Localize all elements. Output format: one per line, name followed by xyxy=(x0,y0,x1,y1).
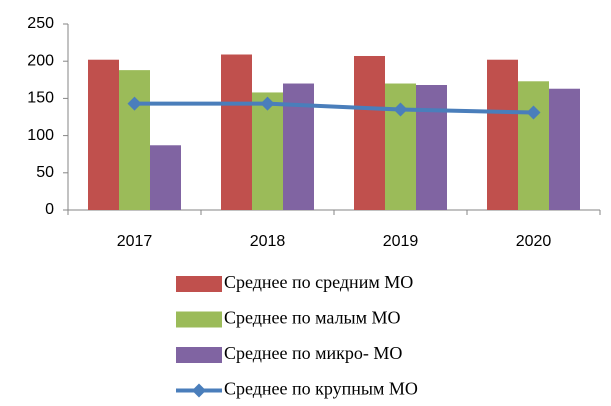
legend-label: Среднее по малым МО xyxy=(224,308,401,328)
y-tick-label: 250 xyxy=(27,15,54,32)
x-tick-label: 2017 xyxy=(117,233,153,250)
legend-swatch xyxy=(176,311,222,328)
bar xyxy=(385,83,416,210)
bar xyxy=(119,70,150,211)
legend-swatch xyxy=(176,347,222,363)
legend-swatch xyxy=(176,276,222,292)
bar xyxy=(252,92,283,210)
bar xyxy=(487,59,518,210)
x-tick-label: 2018 xyxy=(250,233,286,250)
bar xyxy=(150,145,181,210)
legend-label: Среднее по средним МО xyxy=(224,272,413,292)
bar xyxy=(518,81,549,211)
line-marker xyxy=(526,105,541,120)
legend-label: Среднее по крупным МО xyxy=(224,379,418,399)
line xyxy=(134,101,534,115)
line-marker xyxy=(260,96,275,111)
bar xyxy=(354,55,385,210)
line-marker xyxy=(127,96,142,111)
y-tick-label: 50 xyxy=(36,164,54,181)
y-tick-label: 100 xyxy=(27,127,54,144)
bar xyxy=(88,59,119,210)
y-tick-label: 150 xyxy=(27,90,54,107)
line-marker xyxy=(393,102,408,117)
x-tick-label: 2019 xyxy=(383,233,419,250)
bar xyxy=(283,83,314,210)
legend-label: Среднее по микро- МО xyxy=(224,343,402,363)
y-tick-label: 0 xyxy=(45,201,54,218)
y-tick-label: 200 xyxy=(27,52,54,69)
bar xyxy=(416,85,447,210)
bar xyxy=(221,54,252,211)
x-tick-label: 2020 xyxy=(516,233,552,250)
legend-marker xyxy=(192,383,206,398)
bar xyxy=(549,88,580,210)
